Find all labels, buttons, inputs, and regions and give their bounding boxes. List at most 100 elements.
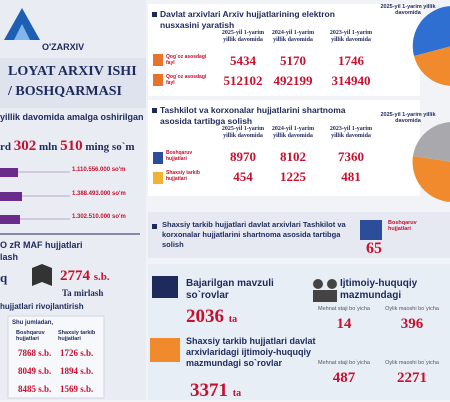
table-cell: 1726 s.b. [60, 348, 94, 358]
table-head: Shaxsiy tarkib hujjatlari [58, 330, 96, 342]
budget-caption: yillik davomida amalga oshirilgan [0, 112, 144, 122]
table-cell: 1894 s.b. [60, 366, 94, 376]
personnel-box [148, 212, 450, 258]
bullet [152, 108, 157, 113]
requests-title: Bajarilgan mavzuli so`rovlar [186, 278, 274, 301]
year-header: 2025-yil 1-yarim yillik davomida [221, 30, 265, 43]
unit: ta [228, 314, 238, 325]
budget-total: rd 302 mln 510 ming so`m [0, 138, 135, 155]
dev-title: hujjatlari rivojlantirish [0, 302, 84, 311]
checklist-icon [152, 276, 178, 298]
table-cell: 8485 s.b. [18, 384, 52, 394]
cell-value: 1746 [338, 53, 364, 68]
split-value: 487 [332, 370, 356, 386]
cell-value: 5170 [280, 53, 306, 68]
cell-value: 8970 [230, 149, 256, 164]
personnel-label: Boshqaruv hujjatlari [388, 220, 417, 232]
row-label: Qog`oz asosdagi fayl [166, 74, 207, 86]
year-header: 2024-yil 1-yarim yillik davomida [271, 126, 315, 139]
building-icon [150, 338, 180, 362]
people-icon [313, 279, 323, 289]
personnel-value: 65 [366, 240, 382, 257]
bullet [152, 12, 157, 17]
header-line: / BOSHQARMASI [8, 84, 122, 99]
section-title: Davlat arxivlari Arxiv hujjatlarining el… [160, 9, 335, 30]
year-header: 2025-yil 1-yarim yillik davomida [221, 126, 265, 139]
budget-bar [0, 168, 18, 177]
section-title: Shaxsiy tarkib hujjatlari davlat arxivla… [162, 220, 346, 249]
number: 302 [13, 138, 37, 154]
bullet [152, 224, 157, 229]
year-header: 2023-yil 1-yarim yillik davomida [329, 30, 373, 43]
digitize-box [148, 4, 420, 96]
pie-slice [412, 156, 450, 202]
split-value: 396 [400, 316, 424, 332]
row-label: Qog`oz asosdagi fayl [166, 54, 207, 66]
table-frame [7, 315, 105, 399]
maf-caption: Ta mirlash [62, 288, 104, 298]
table-cell: 7868 s.b. [18, 348, 52, 358]
number: 2036 [186, 306, 224, 327]
unit: ta [232, 388, 242, 399]
pie-slice [413, 122, 450, 162]
pie-slice [412, 6, 450, 56]
people-icon [327, 279, 337, 289]
folder-icon [360, 220, 382, 240]
row-label: Boshqaruv hujjatlari [166, 150, 193, 162]
budget-bar [0, 192, 22, 201]
number: 510 [60, 138, 83, 154]
folder-icon [153, 172, 163, 184]
row-label: Shaxsiy tarkib hujjatlari [166, 170, 200, 182]
unit: s.b. [93, 271, 110, 283]
text: ming so`m [85, 141, 135, 153]
table-cell: 1569 s.b. [60, 384, 94, 394]
personnel-requests-value: 3371 ta [190, 380, 241, 402]
maf-value: 2774 s.b. [60, 268, 110, 285]
personnel-requests-title: Shaxsiy tarkib hujjatlari davlat arxivla… [186, 336, 316, 368]
file-icon [153, 54, 163, 66]
maf-sub: lash [0, 252, 19, 262]
social-title: Ijtimoiy-huquqiy mazmundagi [340, 278, 418, 301]
people-icon [313, 290, 337, 302]
pie-slice [414, 46, 450, 86]
header-line: LOYAT ARXIV ISHI [8, 64, 137, 79]
pie-label: 2025-yil 1-yarim yillik davomida [380, 112, 436, 124]
section-title: Tashkilot va korxonalar hujjatlarini sha… [160, 105, 346, 126]
number: 2774 [60, 268, 90, 284]
text: mln [39, 141, 58, 153]
maf-title: O zR MAF hujjatlari [0, 240, 83, 250]
split-label: Mehnat staji bo`yicha [318, 360, 370, 366]
cell-value: 1225 [280, 169, 306, 184]
cell-value: 7360 [338, 149, 364, 164]
header-band [0, 58, 146, 108]
folder-icon [153, 152, 163, 164]
cell-value: 512102 [223, 73, 263, 88]
split-label: Mehnat staji bo`yicha [318, 306, 370, 312]
year-header: 2023-yil 1-yarim yillik davomida [329, 126, 373, 139]
cell-value: 5434 [230, 53, 256, 68]
split-label: Oylik maoshi bo`yicha [385, 306, 439, 312]
file-icon [153, 74, 163, 86]
requests-value: 2036 ta [186, 306, 237, 328]
table-cell: 8049 s.b. [18, 366, 52, 376]
requests-box [148, 264, 450, 400]
cell-value: 314940 [331, 73, 371, 88]
split-value: 2271 [397, 370, 427, 386]
year-header: 2024-yil 1-yarim yillik davomida [271, 30, 315, 43]
pie-label: 2025-yil 1-yarim yillik davomida [380, 4, 436, 16]
budget-label: 1.110.556.000 so'm [72, 167, 126, 173]
maf-left: q [0, 270, 8, 285]
logo-mark [14, 24, 30, 40]
budget-label: 1.388.493.000 so'm [72, 191, 126, 197]
split-value: 14 [336, 316, 352, 332]
cell-value: 481 [341, 169, 361, 184]
logo-text: O'ZARXIV [42, 42, 85, 52]
cell-value: 454 [233, 169, 253, 184]
table-head: Boshqaruv hujjatlari [16, 330, 45, 342]
cell-value: 8102 [280, 149, 306, 164]
contracts-box [148, 100, 420, 196]
text: rd [0, 141, 11, 153]
